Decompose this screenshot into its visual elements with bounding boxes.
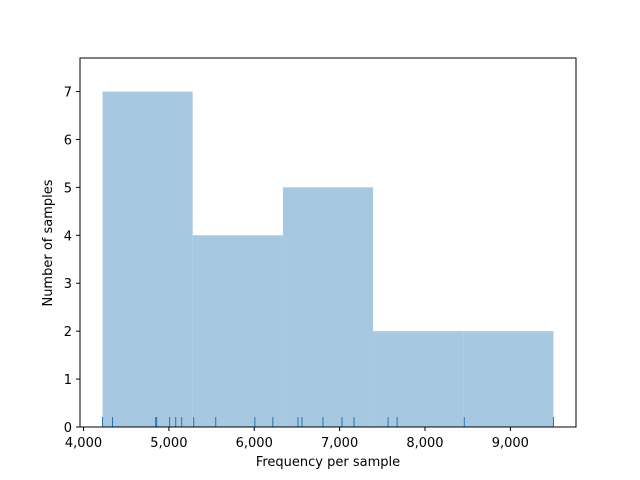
bar [192,235,283,427]
y-tick-label: 4 [64,229,72,244]
x-tick-label: 6,000 [236,436,273,451]
y-axis-label: Number of samples [41,179,56,306]
x-tick-label: 7,000 [321,436,358,451]
x-tick-label: 8,000 [406,436,443,451]
bar [102,91,193,427]
bar [463,331,554,427]
x-tick-label: 9,000 [492,436,529,451]
y-tick-label: 3 [64,277,72,292]
y-tick-label: 7 [64,86,72,101]
plot-frame [79,57,577,428]
x-axis-label: Frequency per sample [256,455,400,470]
x-tick-label: 4,000 [65,436,102,451]
y-tick-label: 1 [64,373,72,388]
bar [282,187,374,427]
y-tick-label: 2 [64,325,72,340]
x-tick-label: 5,000 [150,436,187,451]
y-tick-label: 0 [64,421,72,436]
bar [373,331,464,427]
y-tick-label: 5 [64,181,72,196]
y-tick-label: 6 [64,133,72,148]
